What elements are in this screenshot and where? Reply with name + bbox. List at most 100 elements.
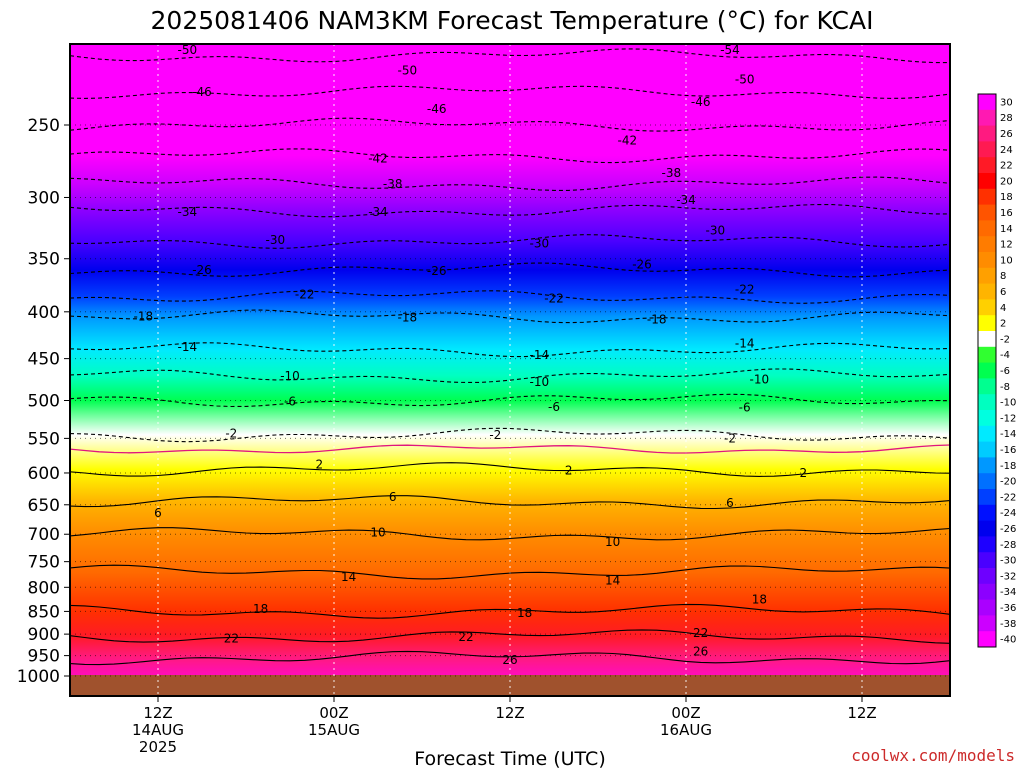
colorbar-swatch: [978, 362, 996, 379]
contour-label: 22: [458, 630, 473, 644]
contour-label: 14: [605, 573, 620, 587]
x-tick-date: 16AUG: [660, 721, 712, 739]
colorbar-label: 2: [1000, 319, 1006, 330]
y-tick-label: 500: [28, 392, 60, 412]
colorbar-label: -40: [1000, 635, 1016, 646]
contour-line: [70, 427, 950, 443]
chart-title: 2025081406 NAM3KM Forecast Temperature (…: [151, 6, 874, 35]
colorbar-swatch: [978, 520, 996, 537]
contour-label: -42: [368, 152, 388, 166]
contour-label: 6: [389, 490, 397, 504]
colorbar-label: -16: [1000, 445, 1016, 456]
contour-label: -10: [530, 375, 550, 389]
colorbar-label: -34: [1000, 587, 1016, 598]
freezing-level-line: [70, 444, 950, 454]
y-tick-label: 350: [28, 250, 60, 270]
x-tick-label: 00Z: [671, 704, 700, 722]
colorbar-swatch: [978, 125, 996, 142]
contour-line: [70, 368, 950, 384]
colorbar-swatch: [978, 583, 996, 601]
contour-label: -30: [706, 224, 726, 238]
contour-label: 26: [502, 653, 517, 667]
y-tick-label: 250: [28, 116, 60, 136]
colorbar-swatch: [978, 504, 996, 522]
colorbar-label: -18: [1000, 461, 1016, 472]
colorbar-label: 30: [1000, 97, 1013, 108]
contour-label: -2: [724, 431, 736, 445]
contour-label: 18: [517, 606, 532, 620]
contour-label: -34: [368, 205, 388, 219]
colorbar-label: -4: [1000, 350, 1010, 361]
colorbar-label: -2: [1000, 334, 1010, 345]
contour-label: 22: [224, 632, 239, 646]
colorbar-label: 26: [1000, 129, 1013, 140]
colorbar-label: -30: [1000, 556, 1016, 567]
contour-label: -6: [548, 400, 560, 414]
contour-label: -50: [178, 43, 198, 57]
contour-label: 2: [316, 457, 324, 471]
colorbar-label: 14: [1000, 224, 1013, 235]
contour-label: 22: [693, 626, 708, 640]
colorbar-swatch: [978, 252, 996, 269]
colorbar-swatch: [978, 188, 996, 206]
contour-label: -22: [295, 288, 315, 302]
colorbar-swatch: [978, 267, 996, 285]
contour-label: -46: [691, 95, 711, 109]
contour-label: 2: [800, 466, 808, 480]
contour-label: -30: [530, 237, 550, 251]
contour-line: [70, 117, 950, 132]
y-tick-label: 650: [28, 496, 60, 516]
colorbar: 30 28 26 24 22 20 18 16 14 12 10 8 6 4 2 -2 -4 -6 -8 -10 -12…: [977, 93, 1016, 648]
y-tick-label: 550: [28, 429, 60, 449]
contour-label: -34: [178, 205, 198, 219]
contour-label: -50: [398, 64, 418, 78]
contour-line: [70, 309, 950, 324]
colorbar-swatch: [978, 410, 996, 427]
colorbar-swatch: [978, 204, 996, 221]
colorbar-swatch: [978, 631, 996, 648]
y-tick-label: 600: [28, 464, 60, 484]
colorbar-swatch: [978, 109, 996, 127]
contour-label: -18: [647, 313, 667, 327]
x-axis-label: Forecast Time (UTC): [414, 748, 605, 768]
contour-line: [70, 462, 950, 477]
colorbar-swatch: [978, 236, 996, 253]
contour-label: 18: [752, 593, 767, 607]
colorbar-swatch: [978, 394, 996, 411]
colorbar-label: 18: [1000, 192, 1013, 203]
contour-label: -46: [427, 102, 447, 116]
contour-label: -2: [489, 428, 501, 442]
contour-line: [70, 48, 950, 64]
colorbar-label: -12: [1000, 413, 1016, 424]
colorbar-label: 28: [1000, 113, 1013, 124]
contour-line: [70, 393, 950, 408]
colorbar-swatch: [978, 346, 996, 364]
colorbar-label: 6: [1000, 287, 1006, 298]
colorbar-label: 8: [1000, 271, 1006, 282]
contour-label: 10: [605, 535, 620, 549]
colorbar-swatch: [978, 141, 996, 158]
x-tick-date: 14AUG: [132, 721, 184, 739]
contour-label: 6: [726, 496, 734, 510]
colorbar-swatch: [978, 489, 996, 506]
contour-line: [70, 650, 950, 666]
colorbar-swatch: [978, 615, 996, 632]
colorbar-swatch: [978, 173, 996, 190]
colorbar-swatch: [978, 441, 996, 458]
colorbar-swatch: [978, 599, 996, 616]
colorbar-frame: [977, 93, 997, 648]
y-tick-label: 850: [28, 602, 60, 622]
colorbar-label: -14: [1000, 429, 1016, 440]
colorbar-label: 4: [1000, 303, 1006, 314]
contour-line: [70, 629, 950, 644]
colorbar-label: -36: [1000, 603, 1016, 614]
contour-label: -26: [427, 264, 447, 278]
y-tick-label: 900: [28, 625, 60, 645]
plot-area: -54 -50 -50 -50 -46 -46 -46 -42 -42 -38 -38 -34 -34 -…: [70, 43, 950, 696]
colorbar-swatch: [978, 457, 996, 474]
contour-label: -26: [192, 263, 212, 277]
contour-label: -2: [225, 426, 237, 440]
contour-line: [70, 262, 950, 278]
contour-label: -10: [280, 369, 300, 383]
